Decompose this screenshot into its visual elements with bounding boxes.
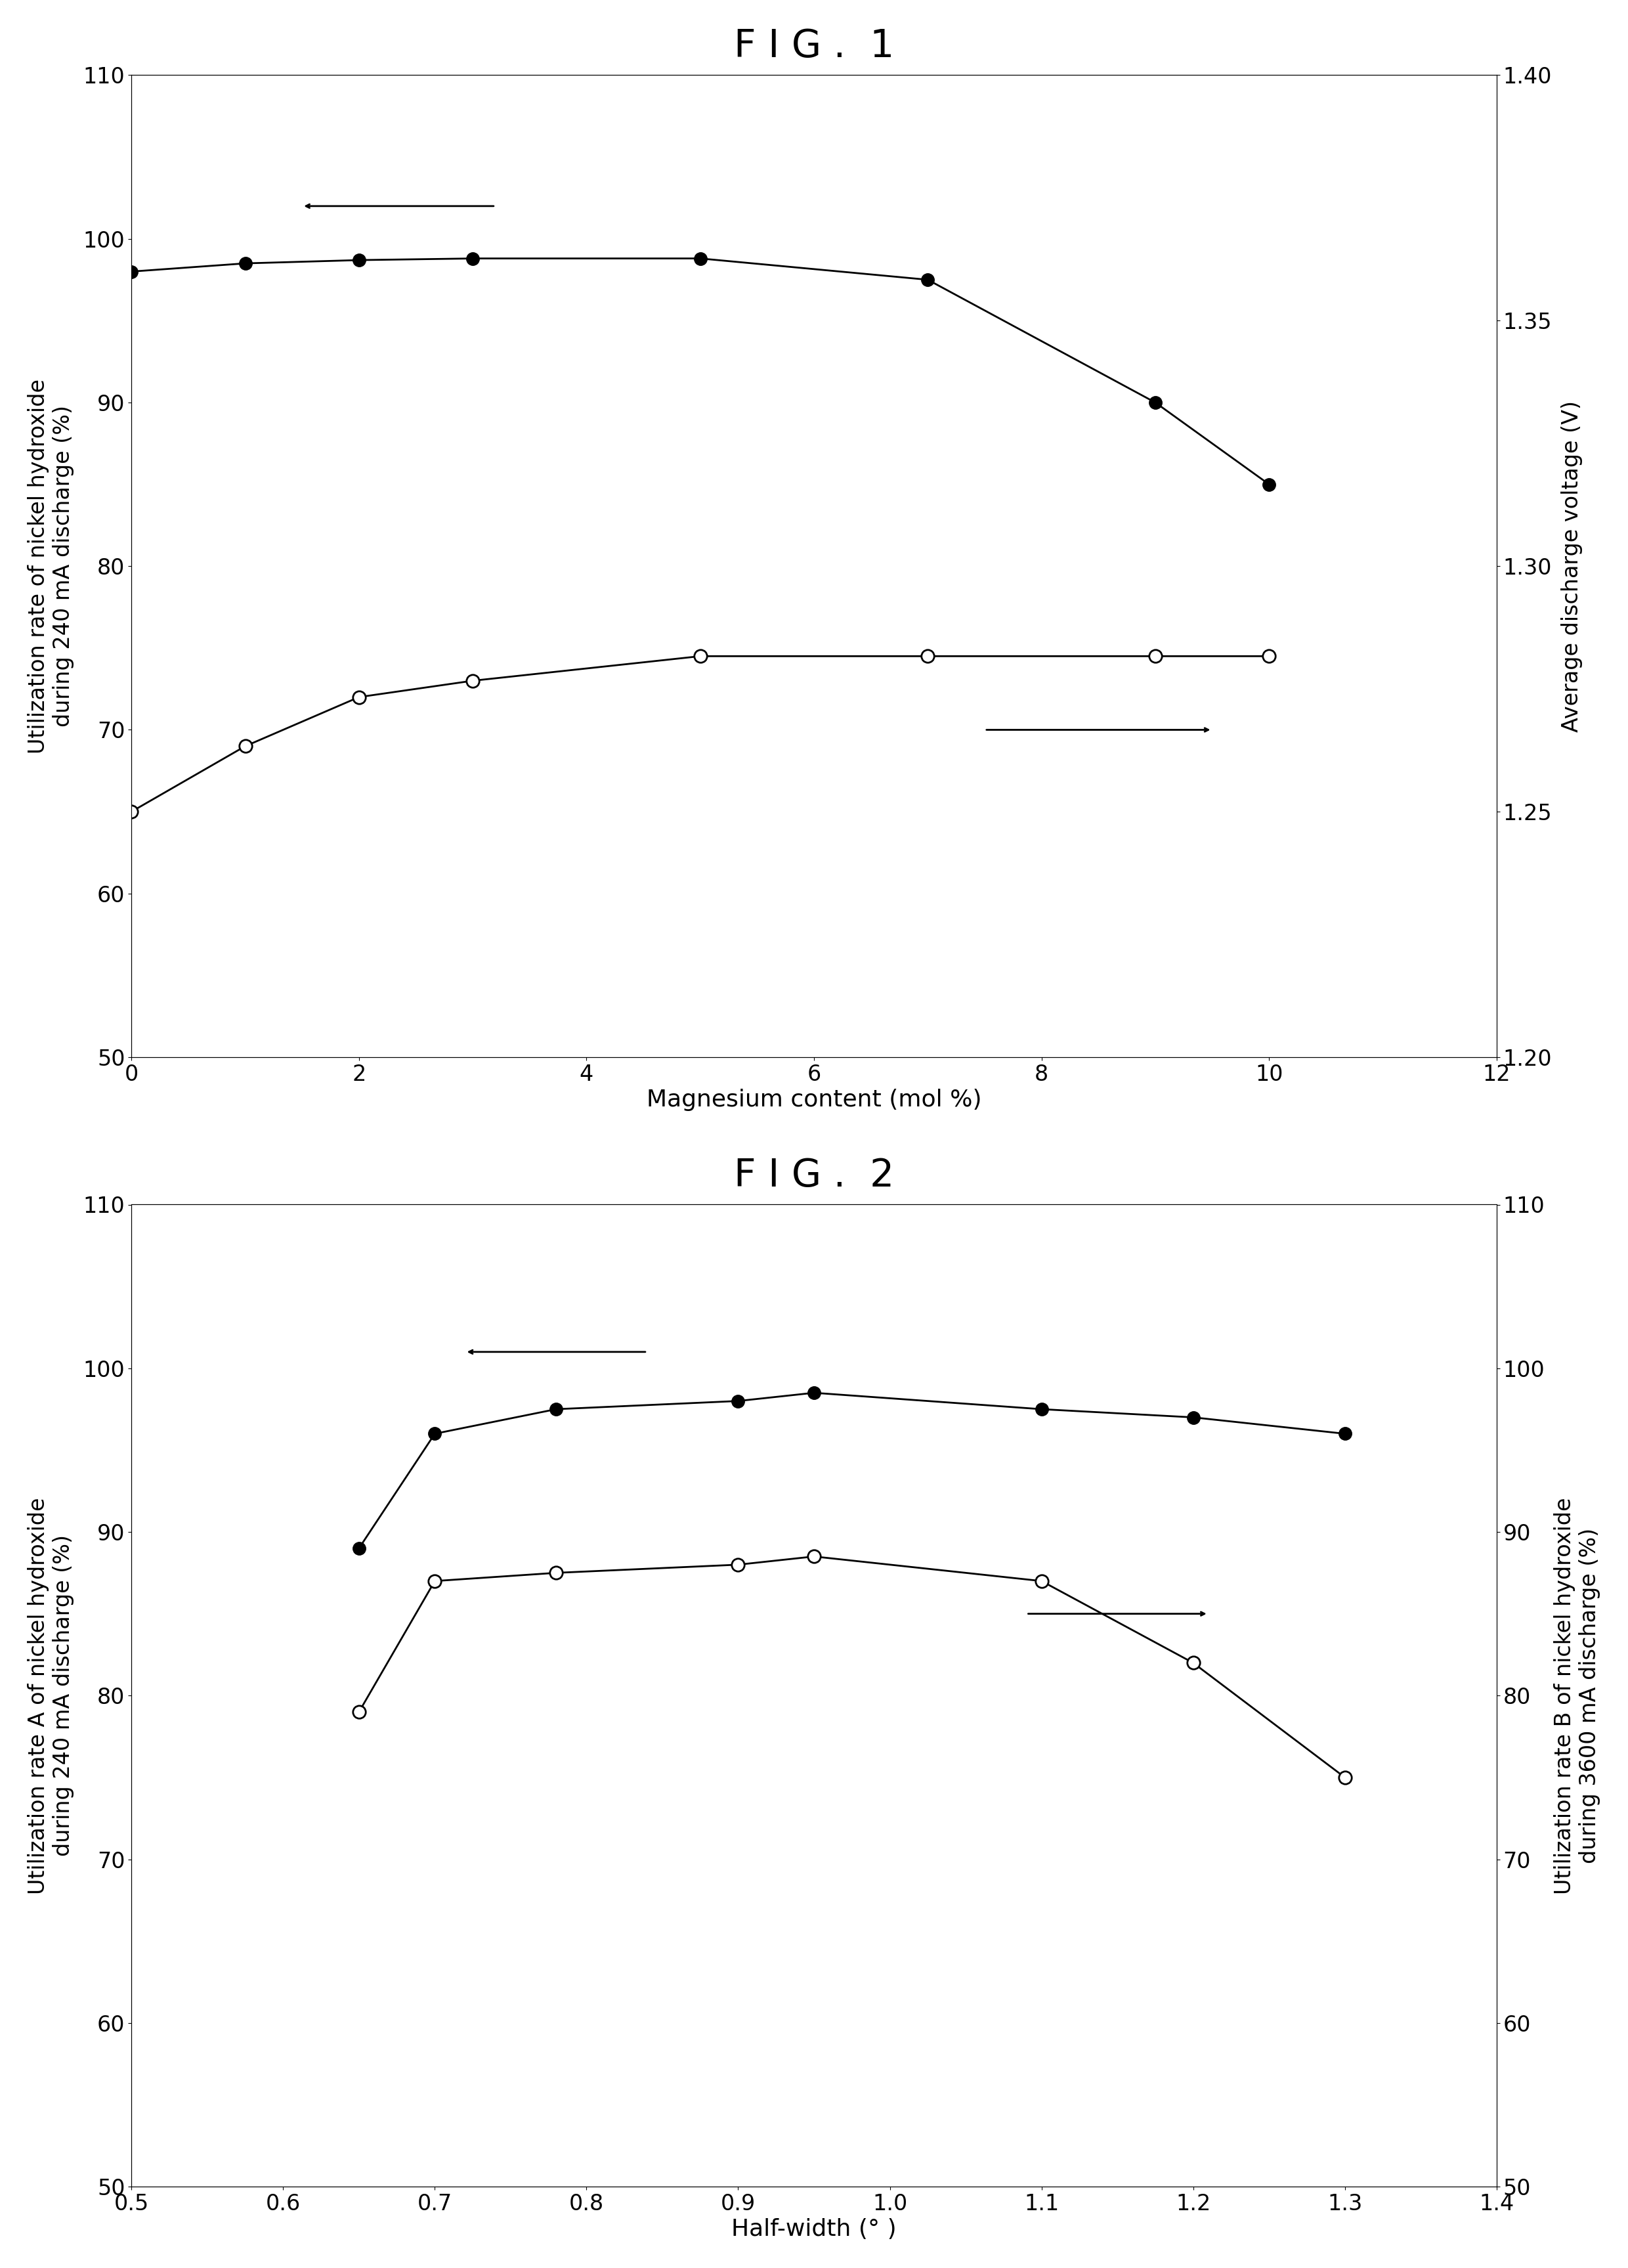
Title: F I G .  1: F I G . 1 (734, 27, 894, 66)
Y-axis label: Utilization rate B of nickel hydroxide
during 3600 mA discharge (%): Utilization rate B of nickel hydroxide d… (1553, 1497, 1600, 1894)
Y-axis label: Utilization rate of nickel hydroxide
during 240 mA discharge (%): Utilization rate of nickel hydroxide dur… (28, 379, 75, 753)
Y-axis label: Average discharge voltage (V): Average discharge voltage (V) (1561, 401, 1582, 733)
X-axis label: Magnesium content (mol %): Magnesium content (mol %) (646, 1089, 982, 1111)
X-axis label: Half-width (° ): Half-width (° ) (731, 2218, 897, 2241)
Title: F I G .  2: F I G . 2 (734, 1157, 894, 1195)
Y-axis label: Utilization rate A of nickel hydroxide
during 240 mA discharge (%): Utilization rate A of nickel hydroxide d… (28, 1497, 75, 1894)
